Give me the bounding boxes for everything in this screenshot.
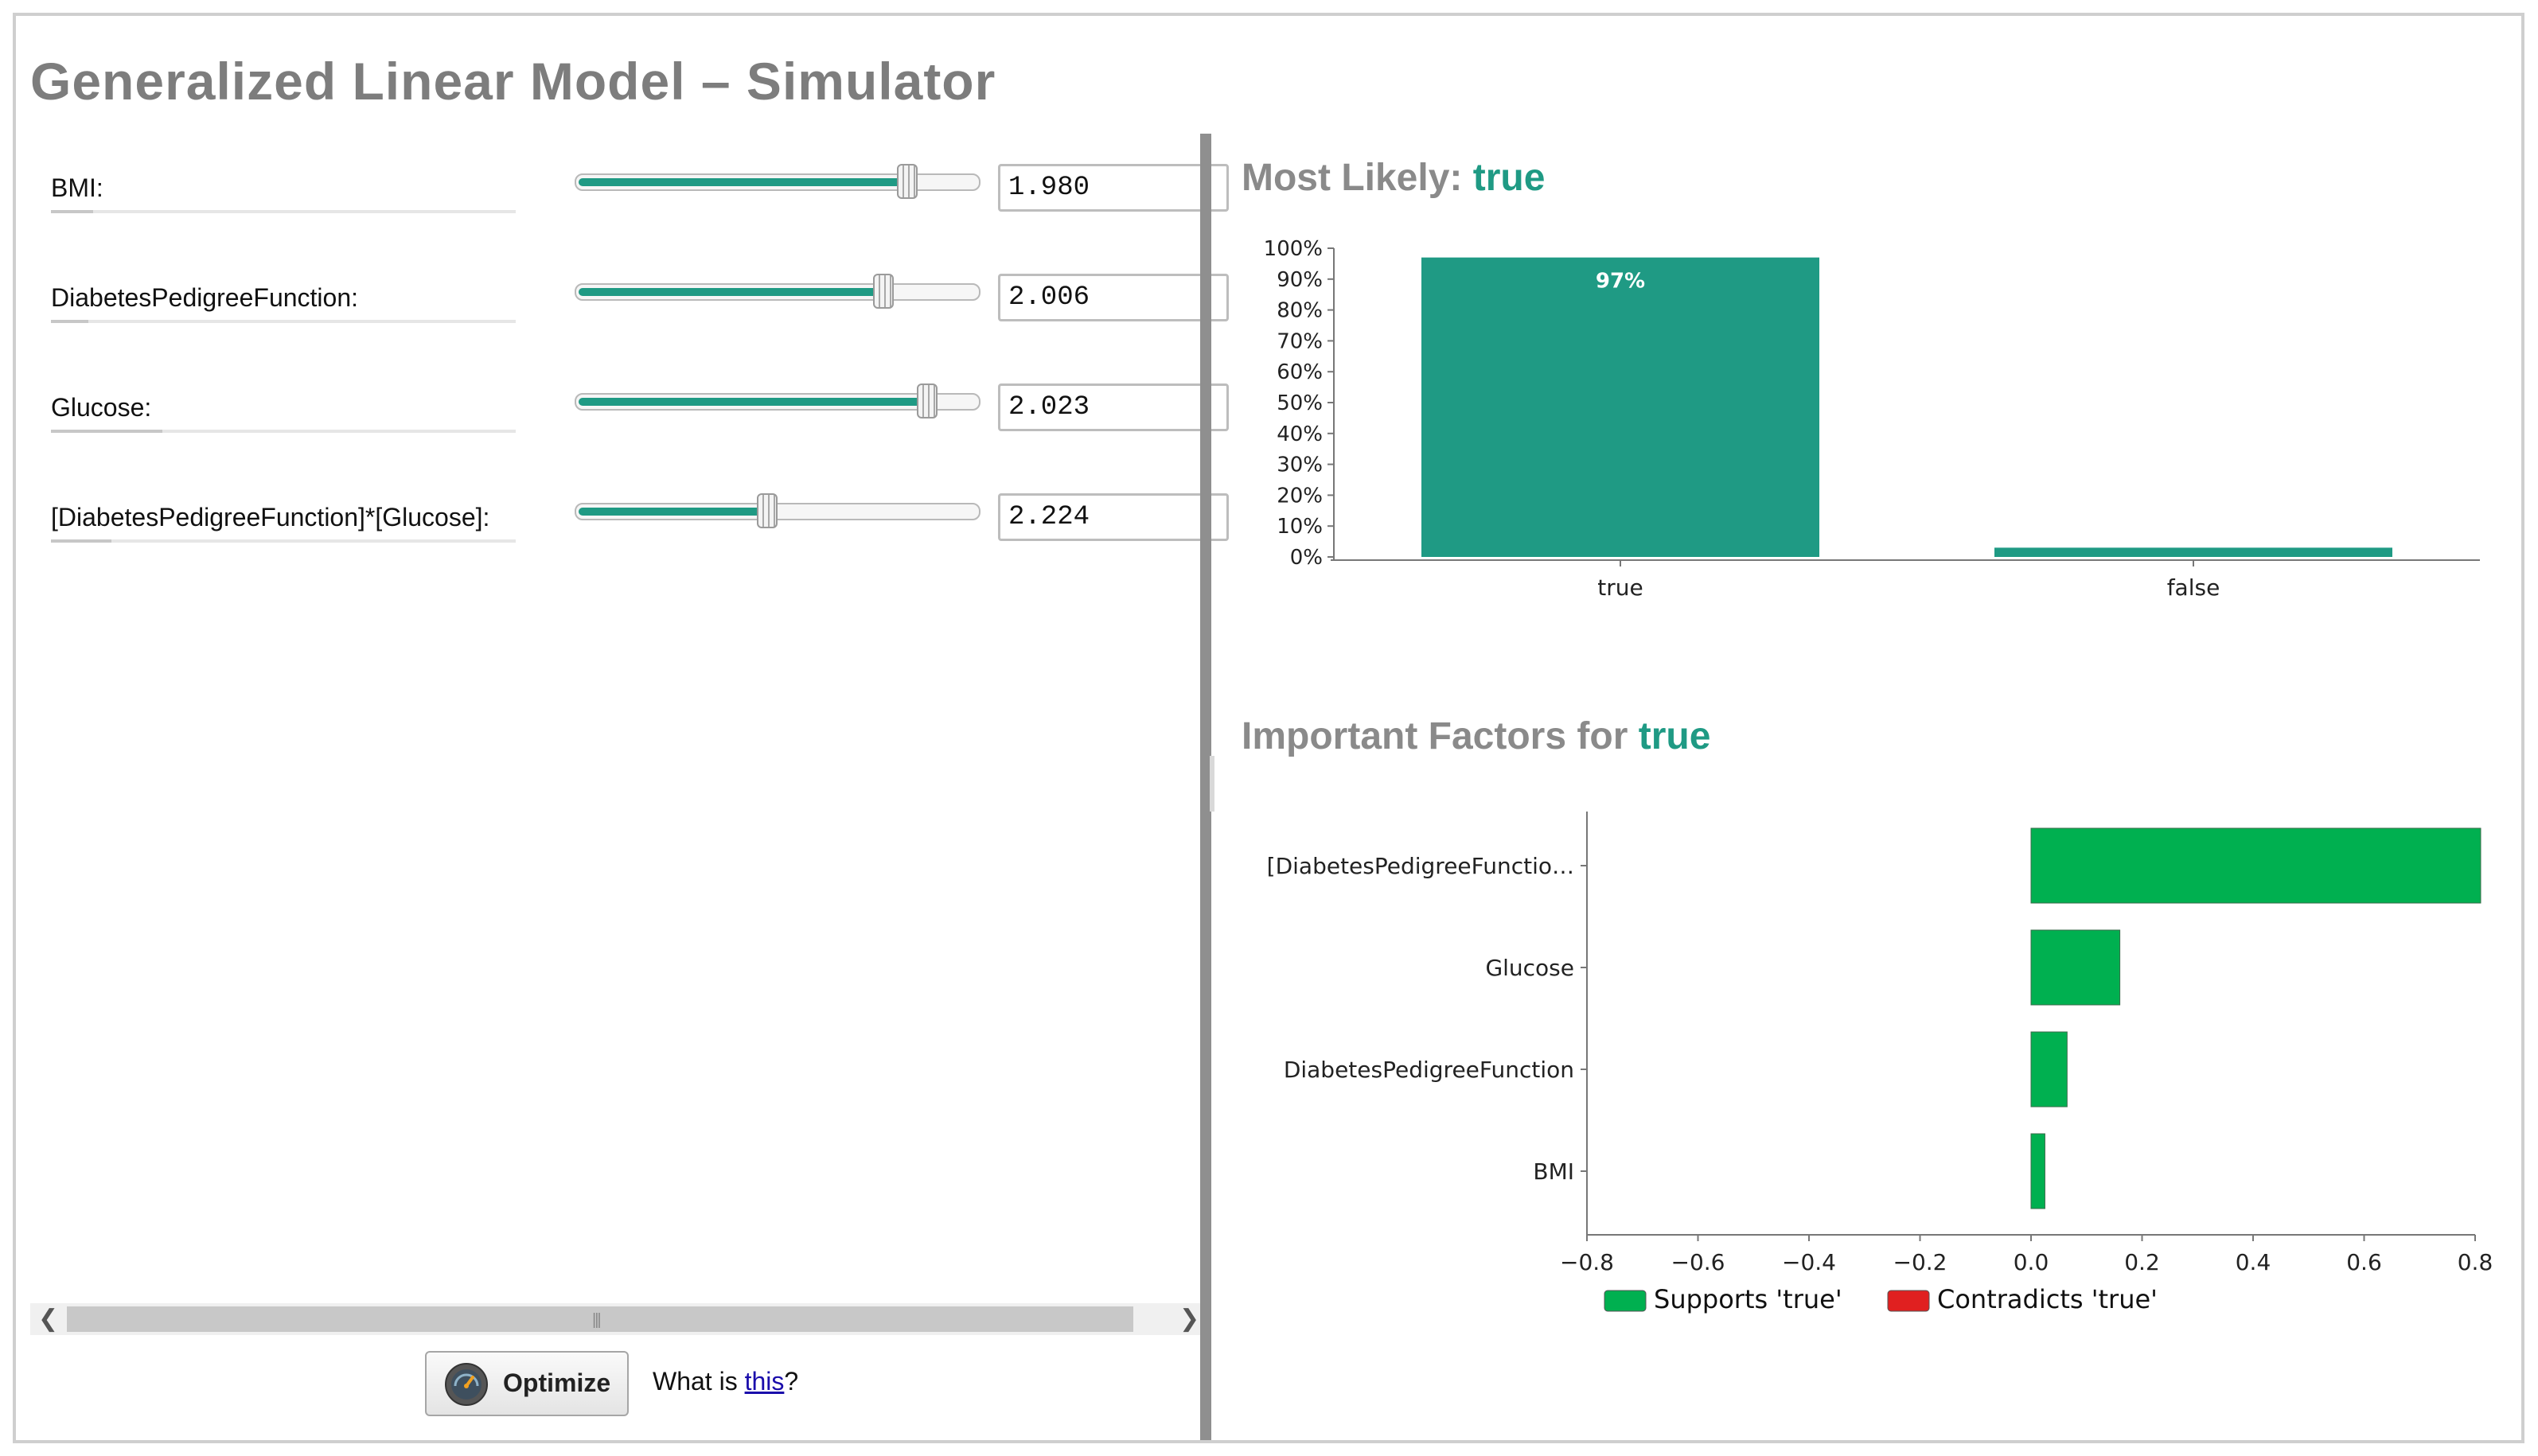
- y-tick-label: 70%: [1277, 329, 1323, 353]
- x-tick-label: −0.2: [1893, 1249, 1947, 1275]
- scrollbar-thumb[interactable]: |||: [67, 1306, 1133, 1332]
- y-tick-label: Glucose: [1485, 955, 1574, 981]
- bar-data-label: 97%: [1596, 270, 1645, 294]
- x-tick-label: 0.4: [2236, 1249, 2271, 1275]
- what-is-prefix: What is: [653, 1367, 745, 1396]
- important-factors-title: Important Factors for true: [1242, 714, 1710, 758]
- slider-thumb[interactable]: [756, 493, 778, 528]
- attribute-row-glucose: Glucose:: [30, 353, 1229, 433]
- factor-bar: [2030, 827, 2481, 904]
- window-title: Generalized Linear Model – Simulator: [30, 52, 996, 111]
- slider-thumb[interactable]: [873, 274, 895, 309]
- y-tick-label: 50%: [1277, 391, 1323, 415]
- y-tick-label: 20%: [1277, 484, 1323, 508]
- slider-thumb[interactable]: [897, 164, 918, 199]
- x-tick-label: −0.6: [1671, 1249, 1725, 1275]
- divider-grip-icon[interactable]: [1210, 756, 1214, 812]
- attribute-panel: BMI: DiabetesPedigreeFunction: Glucose: …: [30, 134, 1229, 1429]
- legend-label: Contradicts 'true': [1937, 1284, 2158, 1314]
- most-likely-value: true: [1472, 157, 1546, 199]
- x-tick-label: −0.4: [1782, 1249, 1836, 1275]
- y-tick-label: 60%: [1277, 360, 1323, 384]
- bar-true: [1421, 257, 1819, 557]
- attribute-label: [DiabetesPedigreeFunction]*[Glucose]:: [51, 503, 490, 531]
- what-is-link[interactable]: this: [744, 1367, 785, 1396]
- legend-swatch: [1604, 1290, 1647, 1312]
- factor-bar: [2030, 1133, 2045, 1209]
- legend-swatch: [1887, 1290, 1930, 1312]
- attribute-label: DiabetesPedigreeFunction:: [51, 283, 359, 312]
- attribute-value-input[interactable]: [998, 493, 1229, 541]
- attribute-slider[interactable]: [575, 383, 981, 419]
- attribute-value-input[interactable]: [998, 383, 1229, 431]
- slider-thumb[interactable]: [917, 383, 938, 419]
- split-pane-divider[interactable]: [1200, 134, 1211, 1440]
- important-factors-chart: −0.8 −0.6 −0.4 −0.2 0.0 0.2 0.4 0.6 0.8 [Diabetes…: [1267, 812, 2493, 1314]
- y-tick-label: 0%: [1290, 546, 1323, 570]
- attribute-row-bmi: BMI:: [30, 134, 1229, 213]
- important-factors-value: true: [1638, 715, 1711, 757]
- y-tick-label: DiabetesPedigreeFunction: [1284, 1057, 1574, 1083]
- what-is-help: What is this?: [653, 1367, 798, 1396]
- attribute-label: BMI:: [51, 173, 103, 202]
- x-tick-label: 0.6: [2346, 1249, 2382, 1275]
- x-tick-label: 0.8: [2458, 1249, 2493, 1275]
- chevron-right-icon[interactable]: ❯: [1179, 1306, 1200, 1332]
- what-is-suffix: ?: [784, 1367, 799, 1396]
- y-tick-label: BMI: [1533, 1158, 1574, 1185]
- most-likely-title: Most Likely: true: [1242, 156, 1545, 200]
- optimize-label: Optimize: [503, 1368, 611, 1397]
- grip-icon: |||: [592, 1311, 602, 1329]
- attribute-slider[interactable]: [575, 164, 981, 199]
- speedometer-icon: [445, 1363, 488, 1406]
- attribute-slider[interactable]: [575, 493, 981, 528]
- most-likely-prefix: Most Likely:: [1242, 157, 1473, 199]
- attribute-importance-bar: [51, 320, 516, 323]
- simulator-window: [13, 13, 2524, 1443]
- horizontal-scrollbar[interactable]: ❮ ||| ❯: [30, 1303, 1203, 1335]
- chevron-left-icon[interactable]: ❮: [38, 1306, 59, 1332]
- y-tick-label: 80%: [1277, 299, 1323, 323]
- attribute-row-diabetes-pedigree-function: DiabetesPedigreeFunction:: [30, 243, 1229, 323]
- y-tick-label: 100%: [1264, 237, 1323, 261]
- y-tick-label: 40%: [1277, 422, 1323, 446]
- y-tick-label: 90%: [1277, 268, 1323, 292]
- attribute-value-input[interactable]: [998, 274, 1229, 321]
- x-tick-label: false: [2167, 574, 2220, 601]
- attribute-label: Glucose:: [51, 393, 152, 422]
- x-tick-label: true: [1597, 574, 1643, 601]
- factor-bar: [2030, 1031, 2068, 1108]
- important-factors-prefix: Important Factors for: [1242, 715, 1639, 757]
- y-tick-label: 30%: [1277, 454, 1323, 477]
- y-tick-label: 10%: [1277, 515, 1323, 539]
- attribute-importance-bar: [51, 539, 516, 543]
- chart-legend: Supports 'true' Contradicts 'true': [1604, 1284, 2158, 1314]
- factor-bar: [2030, 929, 2121, 1006]
- y-tick-label: [DiabetesPedigreeFunctio…: [1267, 853, 1574, 879]
- optimize-button[interactable]: Optimize: [425, 1351, 629, 1416]
- attribute-row-interaction: [DiabetesPedigreeFunction]*[Glucose]:: [30, 463, 1229, 543]
- x-tick-label: 0.2: [2124, 1249, 2160, 1275]
- bar-false: [1994, 547, 2392, 557]
- legend-label: Supports 'true': [1654, 1284, 1842, 1314]
- attribute-importance-bar: [51, 430, 516, 433]
- prediction-bar-chart: 0% 10% 20% 30% 40% 50% 60% 70% 80% 90% 100% 97% true…: [1264, 237, 2480, 601]
- attribute-importance-bar: [51, 210, 516, 213]
- attribute-slider[interactable]: [575, 274, 981, 309]
- attribute-value-input[interactable]: [998, 164, 1229, 212]
- x-tick-label: −0.8: [1560, 1249, 1614, 1275]
- x-tick-label: 0.0: [2014, 1249, 2049, 1275]
